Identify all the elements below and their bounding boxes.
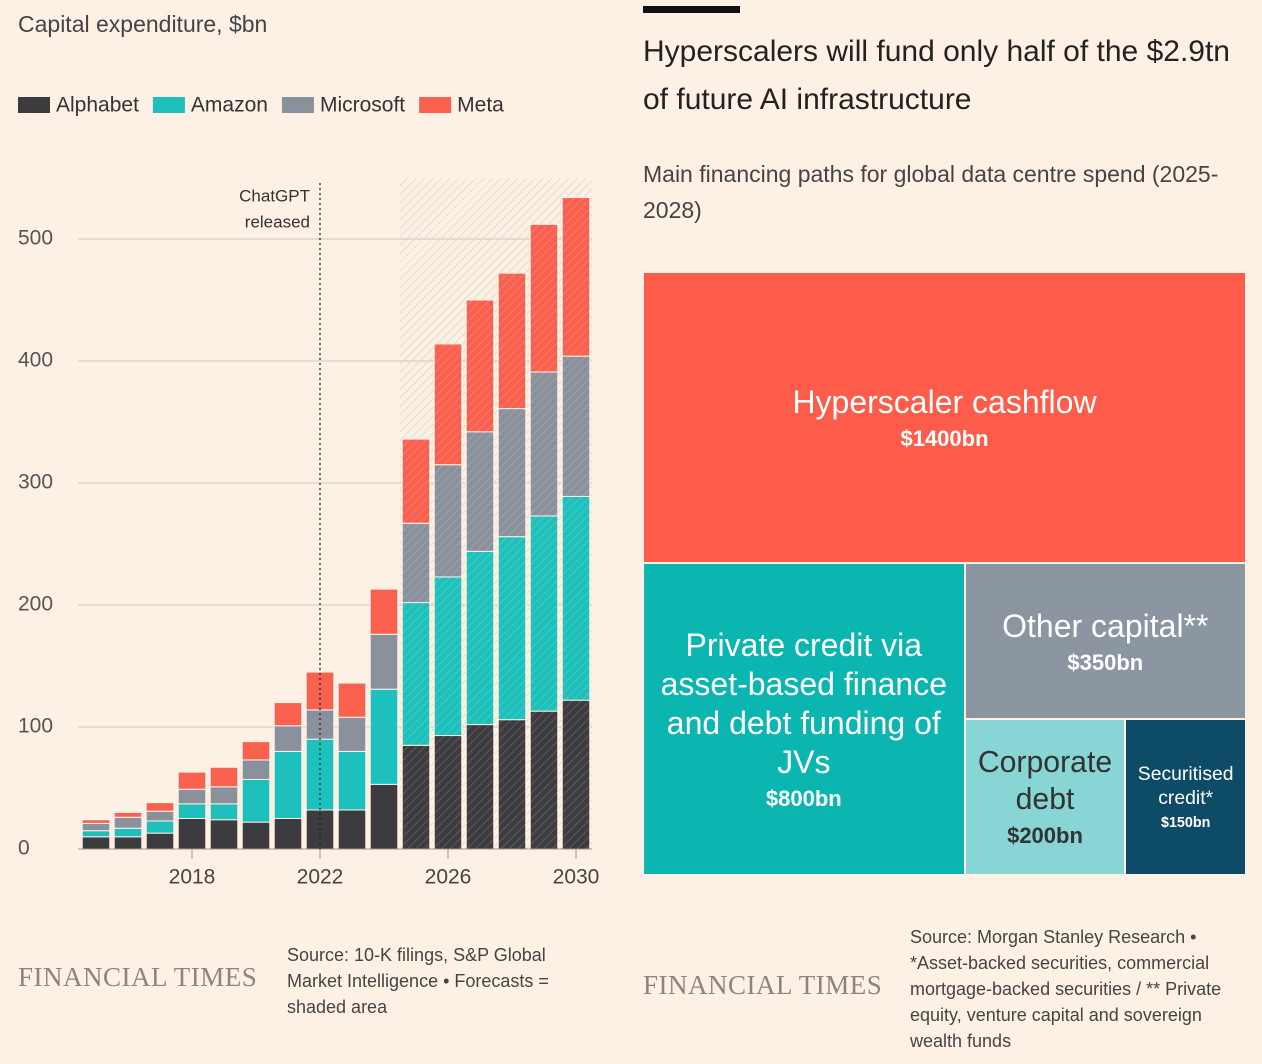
- treemap-cell: Private credit via asset-based finance a…: [643, 563, 965, 875]
- bar-segment: [209, 819, 239, 850]
- treemap-cell: Hyperscaler cashflow $1400bn: [643, 272, 1246, 564]
- logo: FINANCIAL TIMES: [18, 962, 258, 992]
- cell-label: Private credit via asset-based finance a…: [660, 626, 947, 781]
- cell-value: $150bn: [1161, 814, 1211, 831]
- bar-segment: [177, 803, 207, 819]
- bar-segment: [273, 750, 303, 820]
- bar-segment: [209, 803, 239, 821]
- bar-segment: [177, 788, 207, 805]
- x-tick-label: 2030: [553, 866, 600, 889]
- bar-segment: [369, 783, 399, 850]
- bar-segment: [145, 810, 175, 822]
- y-tick-label: 0: [18, 837, 30, 860]
- legend-swatch: [18, 97, 50, 113]
- bar-segment: [113, 827, 143, 838]
- bar-segment: [113, 816, 143, 829]
- bar-segment: [113, 836, 143, 850]
- bar-segment: [145, 832, 175, 850]
- cell-label: Other capital**: [1002, 607, 1209, 644]
- bar-segment: [337, 809, 367, 850]
- legend-label: Meta: [457, 94, 504, 117]
- bar-segment: [241, 741, 271, 761]
- chart-title: Capital expenditure, $bn: [18, 11, 267, 37]
- cell-label: Hyperscaler cashflow: [792, 384, 1097, 421]
- bar-segment: [113, 811, 143, 818]
- bar-segment: [337, 682, 367, 718]
- cell-label: Corporate debt: [977, 746, 1113, 817]
- bar-segment: [241, 759, 271, 780]
- treemap-cell: Corporate debt $200bn: [964, 719, 1126, 875]
- annotation-text: released: [245, 212, 310, 231]
- cell-value: $350bn: [1067, 649, 1144, 675]
- bar-segment: [273, 702, 303, 727]
- cell-value: $800bn: [765, 786, 842, 812]
- legend-swatch: [419, 97, 452, 113]
- y-tick-label: 400: [18, 349, 53, 372]
- bar-segment: [273, 725, 303, 752]
- chart-subtitle: Main financing paths for global data cen…: [643, 161, 1219, 223]
- forecast-overlay: [400, 178, 592, 849]
- bar-segment: [241, 821, 271, 850]
- bar-segment: [369, 588, 399, 635]
- bar-segment: [241, 778, 271, 823]
- bar-segment: [337, 750, 367, 811]
- cell-value: $1400bn: [900, 426, 989, 452]
- legend-label: Amazon: [191, 94, 268, 117]
- logo: FINANCIAL TIMES: [643, 970, 883, 1000]
- treemap-cell: Other capital** $350bn: [964, 563, 1246, 720]
- treemap-cell: Securitised credit* $150bn: [1125, 719, 1246, 875]
- bar-segment: [209, 786, 239, 805]
- bar-segment: [177, 818, 207, 850]
- bar-chart: Capital expenditure, $bn 0 100 200 300 400 50…: [18, 11, 600, 889]
- legend-swatch: [152, 97, 185, 113]
- y-tick-label: 500: [18, 227, 53, 250]
- cell-label: Securitised credit*: [1137, 763, 1234, 810]
- x-tick-label: 2018: [169, 866, 216, 889]
- bar-segment: [369, 688, 399, 785]
- legend-label: Alphabet: [56, 94, 139, 117]
- bar-segment: [337, 716, 367, 752]
- x-tick-label: 2026: [425, 866, 472, 889]
- bar-segment: [369, 633, 399, 690]
- bar-segment: [273, 818, 303, 850]
- accent-bar: [643, 6, 740, 13]
- y-tick-label: 200: [18, 593, 53, 616]
- bar-segment: [81, 830, 111, 838]
- bar-segment: [81, 819, 111, 824]
- x-tick-label: 2022: [297, 866, 344, 889]
- treemap: Hyperscaler cashflow $1400bn Private credi…: [643, 272, 1246, 875]
- legend-label: Microsoft: [320, 94, 405, 117]
- bar-segment: [177, 771, 207, 790]
- legend-swatch: [281, 97, 314, 113]
- cell-value: $200bn: [1007, 822, 1083, 848]
- bar-segment: [145, 820, 175, 834]
- bar-segment: [81, 836, 111, 850]
- chart-title: Hyperscalers will fund only half of the …: [643, 35, 1230, 116]
- source: Source: Morgan Stanley Research • *Asset…: [910, 927, 1222, 1051]
- annotation-text: ChatGPT: [239, 186, 310, 205]
- bar-segment: [81, 822, 111, 832]
- y-tick-label: 300: [18, 471, 53, 494]
- bar-segment: [145, 802, 175, 812]
- y-tick-label: 100: [18, 715, 53, 738]
- bar-segment: [209, 766, 239, 788]
- source: Source: 10-K filings, S&P Global Market …: [287, 945, 549, 1017]
